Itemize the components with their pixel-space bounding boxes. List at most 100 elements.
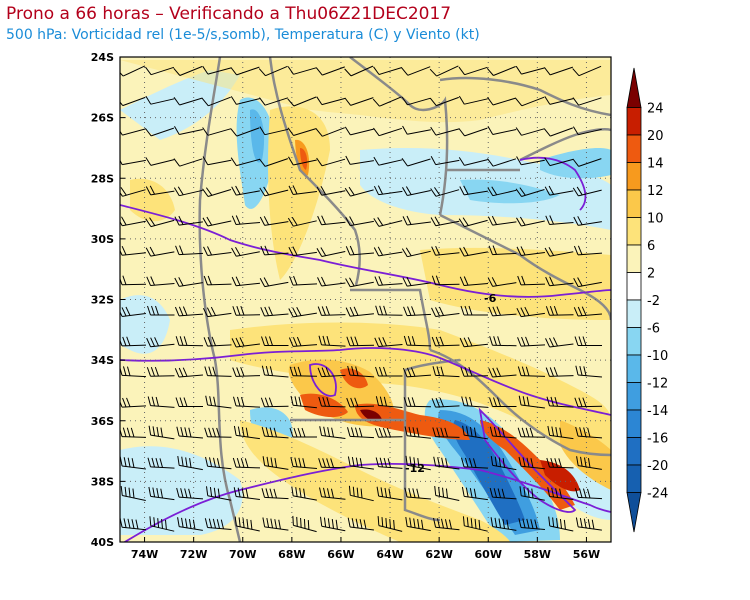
- wind-barb: [120, 159, 146, 166]
- longitude-tick-label: 66W: [327, 548, 354, 561]
- wind-barb: [234, 516, 260, 532]
- wind-barb: [288, 336, 318, 347]
- wind-barb: [515, 96, 545, 107]
- wind-barb: [319, 516, 346, 532]
- wind-barb: [230, 157, 260, 167]
- wind-barb: [258, 65, 288, 77]
- wind-barb: [120, 187, 146, 197]
- wind-barbs: [120, 65, 603, 533]
- wind-barb: [544, 157, 574, 167]
- wind-barb: [544, 185, 574, 196]
- wind-barb: [175, 245, 204, 256]
- colorbar-segment: [626, 162, 642, 191]
- wind-barb: [403, 397, 432, 408]
- wind-barb: [261, 336, 289, 346]
- wind-barb: [458, 66, 488, 76]
- wind-barb: [545, 337, 574, 348]
- wind-barb: [202, 127, 232, 136]
- colorbar-label: -14: [647, 404, 668, 419]
- wind-barb: [515, 65, 545, 75]
- wind-barb: [231, 337, 260, 348]
- colorbar-label: -12: [647, 377, 668, 392]
- wind-barb: [290, 395, 317, 409]
- wind-barb: [176, 426, 203, 439]
- wind-barb: [262, 517, 289, 531]
- wind-barb: [346, 397, 375, 408]
- wind-barb: [347, 517, 374, 531]
- wind-barb: [318, 335, 346, 347]
- wind-barb: [202, 156, 232, 166]
- wind-barb: [403, 306, 432, 317]
- wind-barb: [573, 216, 602, 226]
- wind-barb: [547, 487, 574, 500]
- wind-barb: [461, 486, 488, 501]
- wind-barb: [173, 158, 203, 167]
- longitude-tick-label: 56W: [573, 548, 600, 561]
- wind-barb: [517, 427, 546, 438]
- wind-barb: [375, 305, 403, 316]
- wind-barb: [373, 66, 403, 75]
- wind-barb: [403, 335, 432, 347]
- wind-barb: [317, 215, 346, 226]
- wind-barb: [145, 246, 175, 257]
- wind-barb: [316, 157, 346, 167]
- wind-barb: [572, 97, 602, 106]
- wind-barb: [462, 516, 488, 532]
- wind-barb: [259, 186, 289, 197]
- wind-barb: [348, 485, 374, 502]
- wind-barb: [516, 246, 545, 256]
- colorbar-segment: [626, 299, 642, 328]
- wind-barb: [231, 185, 260, 196]
- longitude-tick-label: 70W: [229, 548, 256, 561]
- wind-barb: [232, 305, 261, 316]
- wind-barb: [260, 306, 289, 317]
- wind-barb: [489, 397, 517, 407]
- wind-barb: [147, 396, 175, 408]
- wind-barb: [460, 305, 488, 316]
- wind-barb: [544, 96, 574, 105]
- wind-barb: [146, 366, 175, 377]
- wind-barb: [144, 127, 175, 137]
- colorbar-segment: [626, 134, 642, 163]
- longitude-labels: 74W 72W 70W 68W 66W 64W 62W 60W 58W 56W: [131, 537, 600, 561]
- wind-barb: [430, 126, 460, 136]
- wind-barb: [292, 515, 317, 533]
- latitude-tick-label: 36S: [91, 415, 114, 428]
- wind-barb: [260, 245, 289, 256]
- wind-barb: [458, 217, 488, 228]
- wind-barb: [120, 486, 146, 501]
- wind-barb: [574, 336, 602, 346]
- wind-barb: [374, 427, 403, 438]
- wind-barb: [230, 96, 260, 105]
- wind-barb: [545, 276, 574, 287]
- wind-barb: [233, 487, 260, 500]
- wind-barb: [347, 456, 374, 470]
- wind-barb: [259, 277, 289, 288]
- colorbar-segment: [626, 409, 642, 438]
- wind-barb: [517, 336, 546, 347]
- wind-barb: [233, 425, 260, 440]
- wind-barb: [545, 367, 574, 377]
- wind-barb: [575, 517, 602, 531]
- wind-barb: [401, 96, 431, 106]
- colorbar-label: -16: [647, 432, 668, 447]
- wind-barb: [290, 457, 317, 470]
- longitude-tick-label: 64W: [376, 548, 403, 561]
- wind-barb: [461, 396, 489, 408]
- wind-barb: [375, 396, 403, 409]
- wind-barb: [287, 96, 317, 107]
- wind-barb: [319, 487, 346, 500]
- wind-barb: [402, 186, 431, 196]
- latitude-tick-label: 38S: [91, 475, 114, 488]
- wind-barb: [345, 216, 374, 227]
- wind-barb: [145, 217, 175, 228]
- wind-barb: [458, 157, 488, 166]
- latitude-tick-label: 28S: [91, 172, 114, 185]
- longitude-tick-label: 68W: [278, 548, 305, 561]
- wind-barb: [431, 275, 460, 286]
- colorbar-label: 24: [647, 102, 664, 117]
- wind-barb: [318, 396, 346, 408]
- wind-barb: [518, 395, 545, 409]
- wind-barb: [572, 65, 602, 77]
- wind-barb: [148, 486, 175, 501]
